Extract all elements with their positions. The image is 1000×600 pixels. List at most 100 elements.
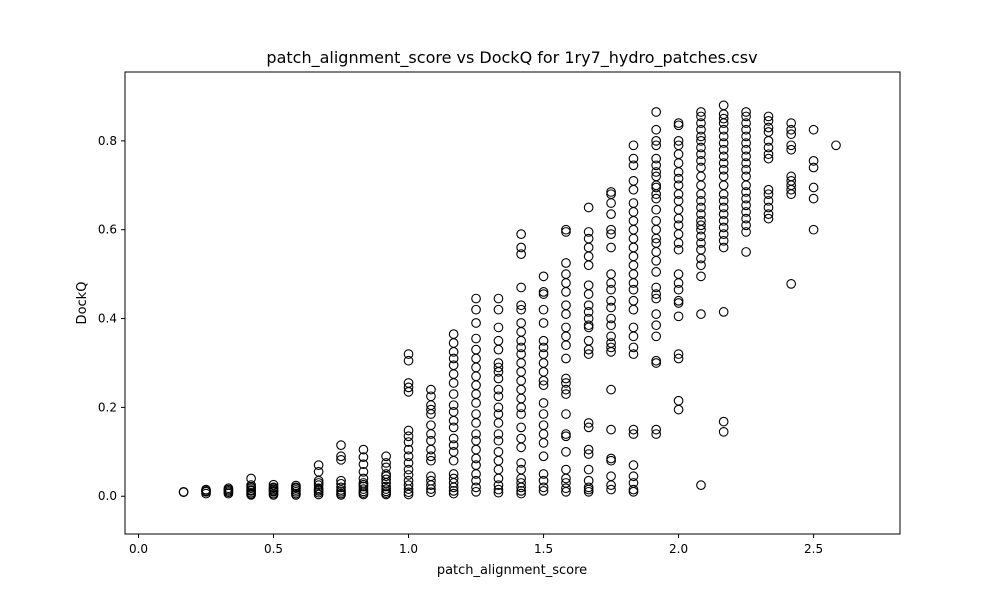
data-point <box>718 144 729 155</box>
data-point <box>561 353 571 364</box>
data-point <box>718 229 729 239</box>
data-point <box>583 307 594 317</box>
data-point <box>403 464 414 475</box>
data-point <box>426 480 436 490</box>
x-tick-label: 1.5 <box>534 542 553 556</box>
data-point <box>448 406 459 417</box>
data-point <box>561 224 571 235</box>
data-point <box>381 474 391 485</box>
data-point <box>628 224 639 235</box>
data-point <box>786 144 797 155</box>
data-point <box>673 136 684 146</box>
data-point <box>493 455 504 466</box>
data-point <box>628 207 639 217</box>
data-point <box>448 415 459 426</box>
data-point <box>583 202 594 213</box>
data-point <box>763 122 774 133</box>
data-point <box>291 482 301 493</box>
data-point <box>628 284 639 295</box>
data-point <box>471 389 481 399</box>
data-point <box>471 482 481 493</box>
data-point <box>606 347 616 357</box>
data-point <box>493 391 504 402</box>
data-point <box>583 349 594 359</box>
data-point <box>426 451 436 462</box>
data-point <box>651 282 662 293</box>
data-point <box>471 429 481 439</box>
x-tick-label: 0.5 <box>264 542 283 556</box>
data-point <box>606 424 616 435</box>
data-point <box>606 313 616 324</box>
data-point <box>448 389 459 399</box>
data-point <box>516 304 526 315</box>
data-point <box>448 353 459 364</box>
data-point <box>448 482 459 493</box>
data-point <box>696 271 706 282</box>
data-point <box>516 335 526 346</box>
data-point <box>673 244 684 255</box>
data-point <box>426 435 436 446</box>
data-point <box>628 295 639 306</box>
data-point <box>493 367 504 377</box>
data-point <box>606 284 616 295</box>
data-point <box>201 488 211 499</box>
data-point <box>808 182 819 193</box>
data-point <box>628 331 639 342</box>
data-point <box>583 280 594 291</box>
data-point <box>673 298 684 308</box>
data-point <box>336 454 346 465</box>
data-point <box>718 164 729 175</box>
data-point <box>403 470 414 480</box>
data-point <box>471 469 481 479</box>
data-point <box>628 322 639 333</box>
data-point <box>313 489 324 500</box>
data-point <box>538 287 549 297</box>
data-point <box>561 431 571 442</box>
data-point <box>583 322 594 333</box>
x-tick-label: 2.5 <box>804 542 823 556</box>
data-point <box>493 344 504 355</box>
data-point <box>583 418 594 428</box>
data-point <box>516 442 526 453</box>
data-point <box>718 202 729 213</box>
data-point <box>606 295 616 306</box>
data-point <box>696 224 706 235</box>
data-point <box>561 389 571 399</box>
data-point <box>493 480 504 490</box>
data-point <box>651 136 662 146</box>
data-point <box>448 478 459 488</box>
data-point <box>741 138 751 148</box>
data-point <box>516 300 526 311</box>
data-point <box>696 107 706 117</box>
data-point <box>696 189 706 200</box>
data-point <box>651 153 662 164</box>
data-point <box>628 251 639 262</box>
data-point <box>763 136 774 146</box>
data-point <box>628 304 639 315</box>
data-point <box>628 242 639 253</box>
data-point <box>673 213 684 224</box>
data-point <box>516 384 526 395</box>
data-point <box>448 360 459 371</box>
data-point <box>448 488 459 499</box>
data-point <box>651 215 662 226</box>
data-point <box>628 424 639 435</box>
data-point <box>471 418 481 428</box>
data-point <box>583 464 594 475</box>
data-point <box>538 486 549 496</box>
data-point <box>561 486 571 497</box>
data-point <box>696 231 706 242</box>
data-point <box>763 184 774 195</box>
data-point <box>471 409 481 419</box>
data-point <box>583 484 594 495</box>
data-point <box>673 189 684 200</box>
data-point <box>696 195 706 206</box>
data-point <box>336 478 346 489</box>
data-point <box>696 171 706 182</box>
data-point <box>538 367 549 377</box>
data-point <box>583 444 594 455</box>
data-point <box>583 320 594 331</box>
data-point <box>403 349 414 359</box>
data-point <box>606 455 616 466</box>
